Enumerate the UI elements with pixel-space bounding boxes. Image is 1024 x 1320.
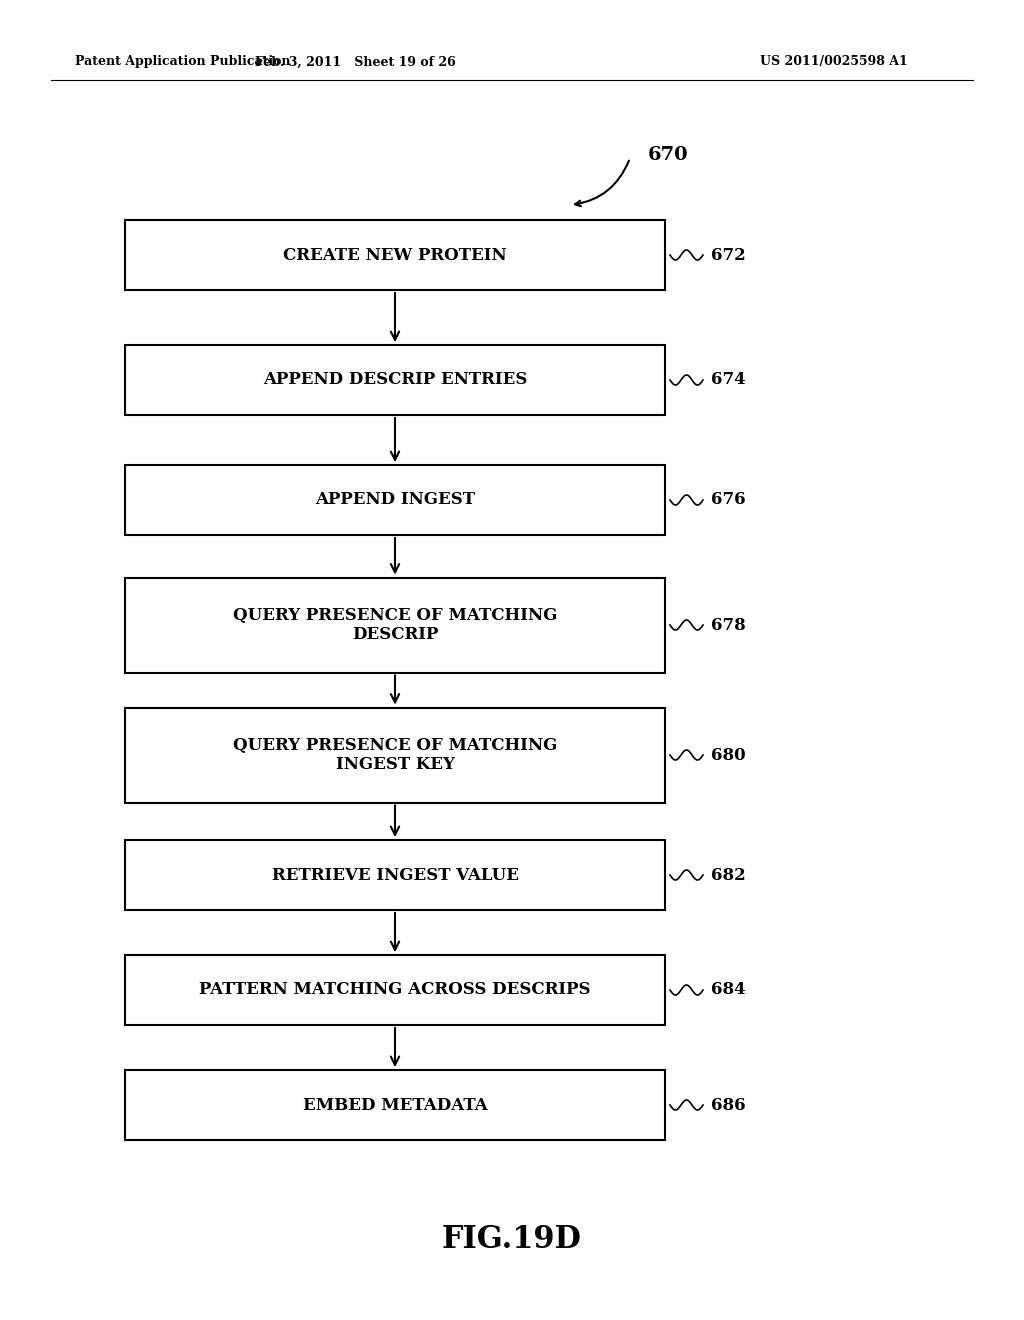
Text: EMBED METADATA: EMBED METADATA (303, 1097, 487, 1114)
Bar (125, 840, 665, 909)
Text: QUERY PRESENCE OF MATCHING
DESCRIP: QUERY PRESENCE OF MATCHING DESCRIP (232, 607, 557, 643)
Text: PATTERN MATCHING ACROSS DESCRIPS: PATTERN MATCHING ACROSS DESCRIPS (200, 982, 591, 998)
Text: Patent Application Publication: Patent Application Publication (75, 55, 291, 69)
Bar (125, 220, 665, 290)
Text: 676: 676 (711, 491, 745, 508)
Bar (125, 708, 665, 803)
Text: QUERY PRESENCE OF MATCHING
INGEST KEY: QUERY PRESENCE OF MATCHING INGEST KEY (232, 737, 557, 774)
Text: RETRIEVE INGEST VALUE: RETRIEVE INGEST VALUE (271, 866, 518, 883)
Text: 670: 670 (648, 147, 688, 164)
Text: CREATE NEW PROTEIN: CREATE NEW PROTEIN (284, 247, 507, 264)
Text: 672: 672 (711, 247, 745, 264)
Text: 678: 678 (711, 616, 745, 634)
Bar (125, 954, 665, 1026)
Text: Feb. 3, 2011   Sheet 19 of 26: Feb. 3, 2011 Sheet 19 of 26 (255, 55, 456, 69)
Text: 684: 684 (711, 982, 745, 998)
Text: APPEND DESCRIP ENTRIES: APPEND DESCRIP ENTRIES (263, 371, 527, 388)
Text: APPEND INGEST: APPEND INGEST (315, 491, 475, 508)
Text: 680: 680 (711, 747, 745, 763)
Text: 682: 682 (711, 866, 745, 883)
Text: FIG.19D: FIG.19D (442, 1225, 582, 1255)
Bar (125, 1071, 665, 1140)
Bar (125, 465, 665, 535)
Text: 686: 686 (711, 1097, 745, 1114)
Bar (125, 345, 665, 414)
Bar (125, 578, 665, 672)
Text: US 2011/0025598 A1: US 2011/0025598 A1 (760, 55, 907, 69)
Text: 674: 674 (711, 371, 745, 388)
